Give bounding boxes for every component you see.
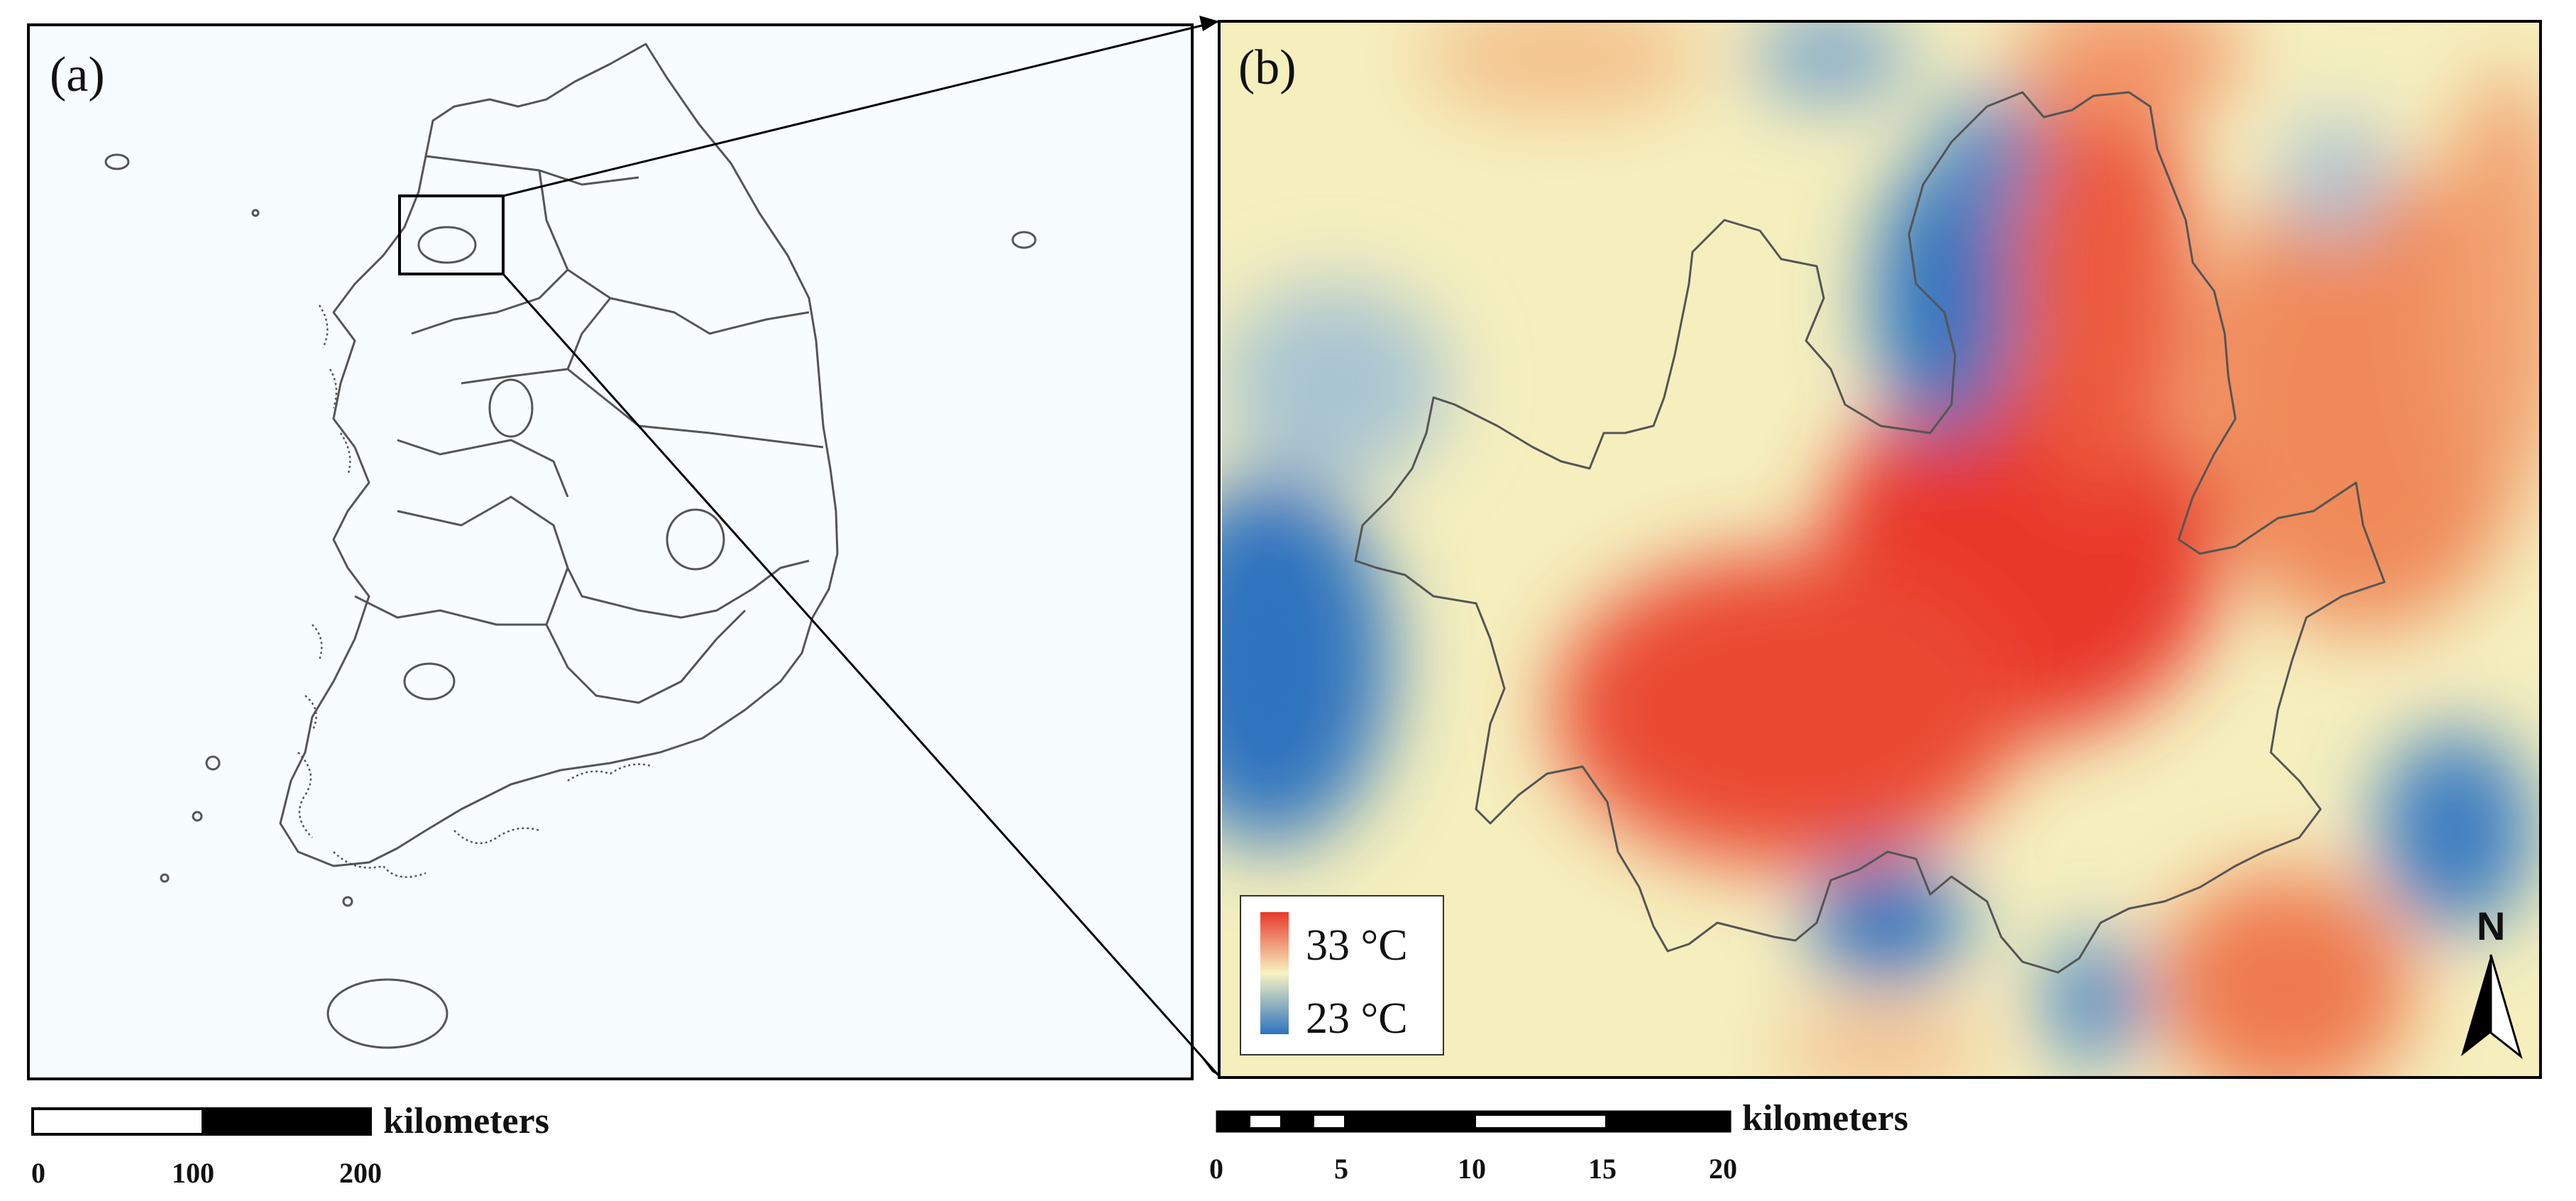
heat-top-right (2015, 21, 2242, 121)
province-boundaries (354, 155, 824, 704)
scale-b-unit: kilometers (1742, 1098, 1908, 1139)
connector-top-arrowhead (1199, 16, 1219, 31)
temperature-raster (1222, 21, 2539, 1076)
scale-a-black (202, 1107, 372, 1136)
inset-box (398, 194, 505, 275)
cool-south (1810, 859, 1966, 987)
scale-b-seg-3 (1476, 1116, 1605, 1127)
cool-north (1873, 156, 2015, 440)
cool-east (2377, 731, 2533, 930)
scale-a-tick-0: 0 (31, 1157, 45, 1189)
panel-b: (b) 33 °C 23 °C N (1218, 20, 2542, 1079)
scale-b-tick-15: 15 (1588, 1153, 1617, 1185)
north-arrow-right (2489, 954, 2523, 1060)
legend-color-ramp (1260, 912, 1289, 1034)
heat-south (2157, 873, 2413, 1076)
cool-top (1753, 21, 1909, 99)
scale-a-tick-100: 100 (172, 1157, 214, 1189)
heat-southwest-small (1774, 1008, 1987, 1076)
temperature-legend: 33 °C 23 °C (1240, 895, 1444, 1055)
heat-north-strip (2008, 43, 2193, 497)
island-northwest (104, 153, 130, 170)
scale-b-tick-20: 20 (1709, 1153, 1737, 1185)
panel-b-label: (b) (1238, 40, 1297, 95)
north-arrow-left (2461, 955, 2491, 1056)
cool-top-right (2285, 114, 2384, 241)
korea-outline (279, 43, 839, 867)
cool-west (1222, 476, 1391, 845)
island-jeju (326, 978, 448, 1049)
cool-south-east (2044, 937, 2143, 1065)
scale-b-tick-5: 5 (1334, 1153, 1348, 1185)
panel-a-frame (27, 23, 1194, 1080)
southwest-coastline (297, 305, 654, 878)
connector-top (502, 20, 1220, 197)
connector-bottom (502, 273, 1221, 1077)
island-small-2 (192, 811, 203, 822)
connector-bottom-arrowhead (1201, 1058, 1219, 1076)
scale-a-unit: kilometers (383, 1101, 549, 1141)
heat-top-left (1419, 21, 1703, 114)
korea-map (104, 43, 1037, 1049)
cool-west-mid (1222, 284, 1448, 483)
daejeon-outline (488, 378, 534, 438)
island-small-3 (160, 873, 170, 883)
scale-bar-a: kilometers 0 100 200 (31, 1101, 549, 1189)
island-ulleungdo (1011, 231, 1037, 249)
panel-a-label: (a) (50, 48, 105, 102)
north-label: N (2477, 904, 2505, 948)
island-small-4 (342, 896, 353, 907)
legend-low-label: 23 °C (1306, 994, 1408, 1043)
heat-core-southwest (1554, 554, 2022, 866)
panel-b-frame (1218, 20, 2542, 1079)
scale-b-seg-2 (1314, 1116, 1344, 1127)
island-small-5 (251, 209, 260, 217)
scale-b-tick-0: 0 (1209, 1153, 1223, 1185)
cool-north-top (1937, 92, 2037, 220)
seoul-outline-small (417, 226, 477, 264)
scale-a-tick-200: 200 (339, 1157, 382, 1189)
island-small-1 (205, 755, 221, 771)
heat-east-edge (2441, 71, 2539, 497)
scale-b-tick-10: 10 (1458, 1153, 1486, 1185)
scale-a-white (31, 1107, 204, 1136)
seoul-boundary (1354, 91, 2386, 974)
panel-a: (a) (27, 23, 1194, 1080)
daegu-outline (666, 508, 725, 571)
gwangju-outline (403, 662, 456, 701)
north-arrow: N (2461, 904, 2523, 1060)
scale-b-outline (1216, 1110, 1732, 1133)
scale-b-seg-1 (1250, 1116, 1280, 1127)
legend-high-label: 33 °C (1306, 921, 1408, 970)
scale-bar-b: kilometers 0 5 10 15 20 (1209, 1098, 1908, 1185)
